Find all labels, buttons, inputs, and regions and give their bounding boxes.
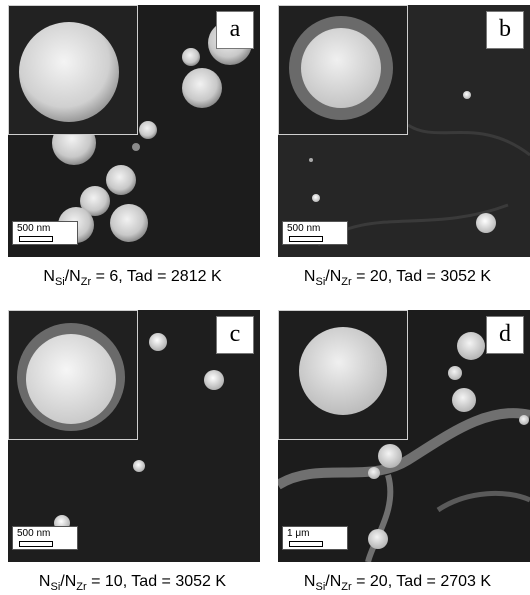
scale-label: 500 nm <box>287 223 321 234</box>
scale-bar: 1 μm <box>282 526 348 550</box>
particle <box>80 186 110 216</box>
panel-letter: a <box>216 11 254 49</box>
particle <box>110 204 148 242</box>
particle <box>133 460 145 472</box>
scale-bar-line <box>289 236 323 242</box>
scale-label: 500 nm <box>17 528 51 539</box>
micrograph-panel-d: d 1 μm <box>278 310 530 562</box>
scale-label: 500 nm <box>17 223 51 234</box>
scale-label: 1 μm <box>287 528 310 539</box>
caption-d: NSi/NZr = 20, Tad = 2703 K <box>303 573 492 594</box>
scale-bar: 500 nm <box>12 221 78 245</box>
particle <box>204 370 224 390</box>
caption-c: NSi/NZr = 10, Tad = 3052 K <box>38 573 227 594</box>
micrograph-panel-c: c 500 nm <box>8 310 260 562</box>
panel-letter: d <box>486 316 524 354</box>
particle <box>309 158 313 162</box>
inset-zoom-a <box>8 5 138 135</box>
inset-zoom-d <box>278 310 408 440</box>
panel-letter: b <box>486 11 524 49</box>
particle <box>182 68 222 108</box>
particle <box>476 213 496 233</box>
particle <box>378 444 402 468</box>
panel-letter: c <box>216 316 254 354</box>
micrograph-panel-b: b 500 nm <box>278 5 530 257</box>
scale-bar-line <box>289 541 323 547</box>
particle <box>452 388 476 412</box>
particle <box>132 143 140 151</box>
particle <box>463 91 471 99</box>
scale-bar: 500 nm <box>12 526 78 550</box>
scale-bar: 500 nm <box>282 221 348 245</box>
particle <box>149 333 167 351</box>
caption-b: NSi/NZr = 20, Tad = 3052 K <box>303 268 492 289</box>
micrograph-panel-a: a 500 nm <box>8 5 260 257</box>
particle <box>182 48 200 66</box>
scale-bar-line <box>19 236 53 242</box>
particle <box>106 165 136 195</box>
caption-a: NSi/NZr = 6, Tad = 2812 K <box>43 268 222 289</box>
inset-zoom-c <box>8 310 138 440</box>
particle <box>368 529 388 549</box>
particle <box>457 332 485 360</box>
particle <box>448 366 462 380</box>
particle <box>139 121 157 139</box>
inset-zoom-b <box>278 5 408 135</box>
particle <box>312 194 320 202</box>
scale-bar-line <box>19 541 53 547</box>
particle <box>368 467 380 479</box>
particle <box>519 415 529 425</box>
